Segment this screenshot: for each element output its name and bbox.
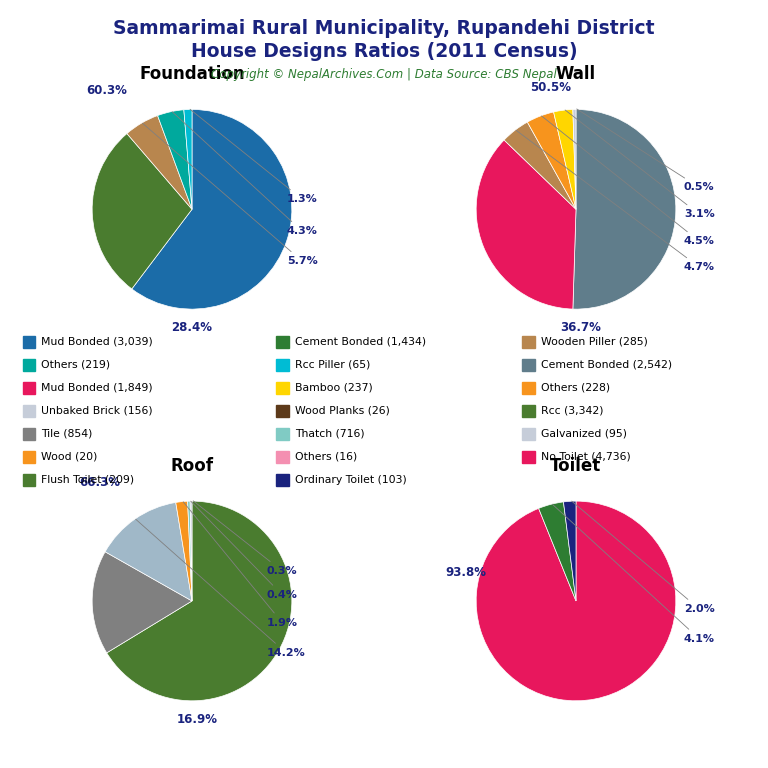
Text: Flush Toilet (209): Flush Toilet (209) xyxy=(41,475,134,485)
Text: 93.8%: 93.8% xyxy=(445,566,487,579)
Text: Cement Bonded (2,542): Cement Bonded (2,542) xyxy=(541,359,672,370)
Text: 14.2%: 14.2% xyxy=(136,519,306,658)
Title: Wall: Wall xyxy=(556,65,596,83)
Text: Others (219): Others (219) xyxy=(41,359,111,370)
Wedge shape xyxy=(184,109,192,209)
Wedge shape xyxy=(107,501,292,701)
Wedge shape xyxy=(176,502,192,601)
Text: 4.7%: 4.7% xyxy=(516,131,715,272)
Text: 1.3%: 1.3% xyxy=(190,109,318,204)
Text: Wood (20): Wood (20) xyxy=(41,452,98,462)
Wedge shape xyxy=(127,115,192,209)
Text: Unbaked Brick (156): Unbaked Brick (156) xyxy=(41,406,153,416)
Text: 0.5%: 0.5% xyxy=(577,109,714,192)
Wedge shape xyxy=(538,502,576,601)
Wedge shape xyxy=(476,140,576,309)
Text: Tile (854): Tile (854) xyxy=(41,429,93,439)
Wedge shape xyxy=(190,501,192,601)
Title: Toilet: Toilet xyxy=(551,457,601,475)
Text: House Designs Ratios (2011 Census): House Designs Ratios (2011 Census) xyxy=(190,42,578,61)
Text: 60.3%: 60.3% xyxy=(87,84,127,98)
Text: 5.7%: 5.7% xyxy=(143,124,318,266)
Text: 28.4%: 28.4% xyxy=(0,767,1,768)
Text: Mud Bonded (1,849): Mud Bonded (1,849) xyxy=(41,382,153,393)
Wedge shape xyxy=(92,134,192,289)
Text: 1.9%: 1.9% xyxy=(184,502,298,628)
Wedge shape xyxy=(105,502,192,601)
Text: 4.3%: 4.3% xyxy=(0,767,1,768)
Wedge shape xyxy=(92,551,192,653)
Text: Copyright © NepalArchives.Com | Data Source: CBS Nepal: Copyright © NepalArchives.Com | Data Sou… xyxy=(211,68,557,81)
Wedge shape xyxy=(573,109,676,309)
Wedge shape xyxy=(476,501,676,700)
Text: Rcc Piller (65): Rcc Piller (65) xyxy=(295,359,370,370)
Text: Others (228): Others (228) xyxy=(541,382,610,393)
Wedge shape xyxy=(187,502,192,601)
Wedge shape xyxy=(528,112,576,209)
Text: 1.3%: 1.3% xyxy=(0,767,1,768)
Text: Bamboo (237): Bamboo (237) xyxy=(295,382,372,393)
Text: 4.3%: 4.3% xyxy=(172,111,318,237)
Text: 4.5%: 4.5% xyxy=(541,116,715,247)
Title: Roof: Roof xyxy=(170,457,214,475)
Text: 0.4%: 0.4% xyxy=(190,502,298,600)
Text: Ordinary Toilet (103): Ordinary Toilet (103) xyxy=(295,475,407,485)
Text: 2.0%: 2.0% xyxy=(571,501,714,614)
Text: 0.3%: 0.3% xyxy=(194,501,297,576)
Wedge shape xyxy=(504,122,576,209)
Text: No Toilet (4,736): No Toilet (4,736) xyxy=(541,452,631,462)
Wedge shape xyxy=(554,110,576,209)
Text: 50.5%: 50.5% xyxy=(531,81,571,94)
Text: 16.9%: 16.9% xyxy=(177,713,217,726)
Text: Galvanized (95): Galvanized (95) xyxy=(541,429,627,439)
Text: 4.1%: 4.1% xyxy=(552,505,715,644)
Text: 5.7%: 5.7% xyxy=(0,767,1,768)
Text: 3.1%: 3.1% xyxy=(565,110,714,220)
Wedge shape xyxy=(157,110,192,209)
Text: 66.3%: 66.3% xyxy=(80,476,121,489)
Text: Others (16): Others (16) xyxy=(295,452,357,462)
Text: Thatch (716): Thatch (716) xyxy=(295,429,365,439)
Text: Rcc (3,342): Rcc (3,342) xyxy=(541,406,603,416)
Text: Cement Bonded (1,434): Cement Bonded (1,434) xyxy=(295,336,426,347)
Text: Sammarimai Rural Municipality, Rupandehi District: Sammarimai Rural Municipality, Rupandehi… xyxy=(113,19,655,38)
Text: 36.7%: 36.7% xyxy=(561,321,601,334)
Text: Wooden Piller (285): Wooden Piller (285) xyxy=(541,336,647,347)
Text: Mud Bonded (3,039): Mud Bonded (3,039) xyxy=(41,336,154,347)
Wedge shape xyxy=(573,109,576,209)
Text: 60.3%: 60.3% xyxy=(0,767,1,768)
Wedge shape xyxy=(564,501,576,601)
Wedge shape xyxy=(132,109,292,309)
Title: Foundation: Foundation xyxy=(139,65,245,83)
Text: 28.4%: 28.4% xyxy=(171,321,213,334)
Text: Wood Planks (26): Wood Planks (26) xyxy=(295,406,390,416)
